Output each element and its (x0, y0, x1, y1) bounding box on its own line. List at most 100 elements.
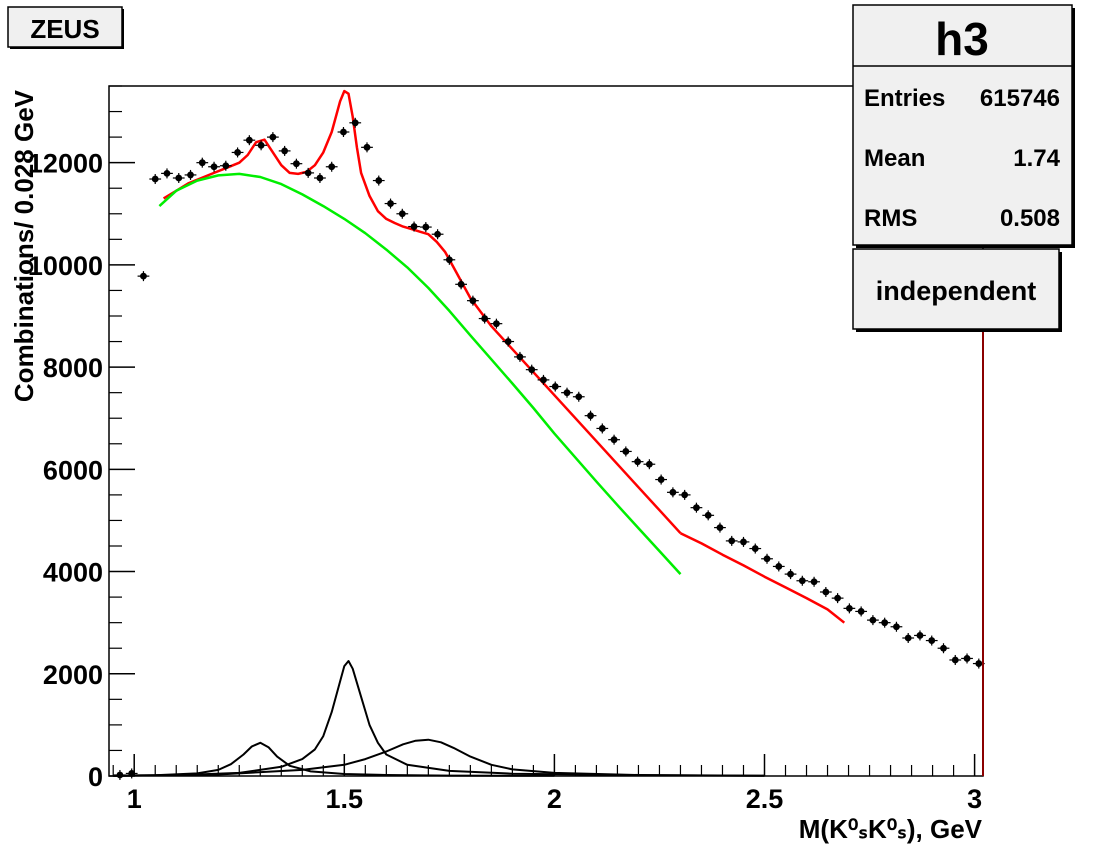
data-point (325, 161, 338, 172)
data-point (925, 635, 938, 646)
total-fit-curve (162, 89, 682, 535)
experiment-label-text: ZEUS (30, 14, 99, 44)
data-point (890, 621, 903, 632)
data-point (808, 576, 820, 587)
data-point (114, 769, 126, 780)
data-point (690, 502, 703, 513)
data-point (549, 381, 562, 392)
data-point (819, 587, 832, 597)
data-point (502, 336, 515, 347)
data-point (584, 410, 597, 421)
data-point (749, 543, 762, 554)
data-point (961, 653, 973, 664)
data-point (655, 474, 668, 485)
stats-box: h3 Entries 615746 Mean 1.74 RMS 0.508 (852, 4, 1075, 248)
stats-entries-label: Entries (864, 85, 945, 112)
data-point (737, 536, 750, 547)
data-point (572, 391, 585, 402)
data-point (302, 167, 315, 178)
data-point (596, 423, 609, 434)
data-point (867, 615, 879, 626)
stats-mean-label: Mean (864, 145, 925, 172)
x-tick-label: 1 (127, 784, 142, 814)
data-point (608, 434, 620, 445)
data-points (114, 117, 985, 780)
background-fit-curve (158, 172, 682, 575)
data-point (490, 318, 503, 329)
data-point (372, 175, 385, 186)
x-tick-label: 2.5 (746, 784, 784, 814)
data-point (855, 606, 868, 617)
fit-label-text: independent (876, 276, 1037, 306)
data-point (525, 364, 538, 375)
data-point (125, 768, 138, 779)
data-point (725, 535, 738, 546)
experiment-label: ZEUS (7, 6, 124, 49)
data-point (161, 168, 173, 179)
data-point (937, 643, 950, 654)
resonance-3-curve (113, 738, 765, 777)
data-point (196, 157, 209, 168)
data-point (349, 117, 362, 128)
stats-mean-value: 1.74 (1013, 145, 1060, 172)
data-point (784, 569, 797, 580)
data-point (467, 295, 479, 306)
stats-entries-value: 615746 (980, 85, 1060, 112)
y-tick-label: 0 (88, 762, 103, 792)
data-point (137, 271, 150, 282)
data-point (914, 630, 926, 641)
resonance-1-curve (113, 741, 555, 777)
data-point (290, 158, 303, 169)
data-point (219, 160, 232, 171)
data-point (561, 387, 573, 398)
total-fit-curve-tail (679, 532, 846, 624)
data-point (361, 142, 373, 153)
data-point (667, 487, 679, 498)
data-point (243, 135, 256, 146)
data-point (419, 222, 432, 233)
data-point (255, 140, 267, 151)
y-tick-label: 8000 (43, 353, 103, 383)
data-point (714, 522, 726, 533)
data-point (431, 229, 444, 240)
data-point (514, 351, 526, 362)
data-point (949, 654, 962, 665)
data-point (631, 456, 644, 467)
data-point (184, 169, 197, 180)
data-point (278, 145, 291, 156)
data-point (878, 617, 891, 628)
data-point (902, 633, 915, 643)
x-tick-label: 2 (547, 784, 562, 814)
data-point (266, 132, 279, 143)
fit-curves (113, 89, 846, 777)
axes: 1 1.5 2 2.5 3 0 2000 4000 6000 8000 10000 12000 (28, 85, 982, 814)
y-tick-label: 2000 (43, 660, 103, 690)
data-point (678, 489, 691, 500)
data-point (643, 459, 656, 470)
data-point (478, 313, 491, 324)
data-point (337, 127, 350, 137)
x-axis-title: M(K⁰ₛK⁰ₛ), GeV (799, 814, 983, 844)
resonance-2-curve (113, 660, 765, 777)
y-axis-title: Combinations/ 0.028 GeV (9, 89, 39, 402)
stats-box-name: h3 (935, 13, 989, 65)
x-tick-label: 3 (967, 784, 982, 814)
data-point (702, 510, 715, 521)
y-tick-label: 6000 (43, 455, 103, 485)
data-point (761, 553, 773, 564)
y-tick-label: 10000 (28, 251, 103, 281)
data-point (396, 208, 409, 219)
data-point (831, 593, 844, 604)
data-point (231, 147, 244, 158)
data-point (172, 173, 185, 183)
y-tick-label: 12000 (28, 149, 103, 179)
x-tick-label: 1.5 (326, 784, 364, 814)
data-point (314, 173, 326, 183)
data-point (537, 374, 550, 385)
data-point (772, 561, 785, 572)
data-point (149, 174, 162, 185)
stats-rms-label: RMS (864, 205, 917, 232)
data-point (843, 603, 856, 614)
y-tick-label: 4000 (43, 558, 103, 588)
data-point (408, 221, 420, 232)
